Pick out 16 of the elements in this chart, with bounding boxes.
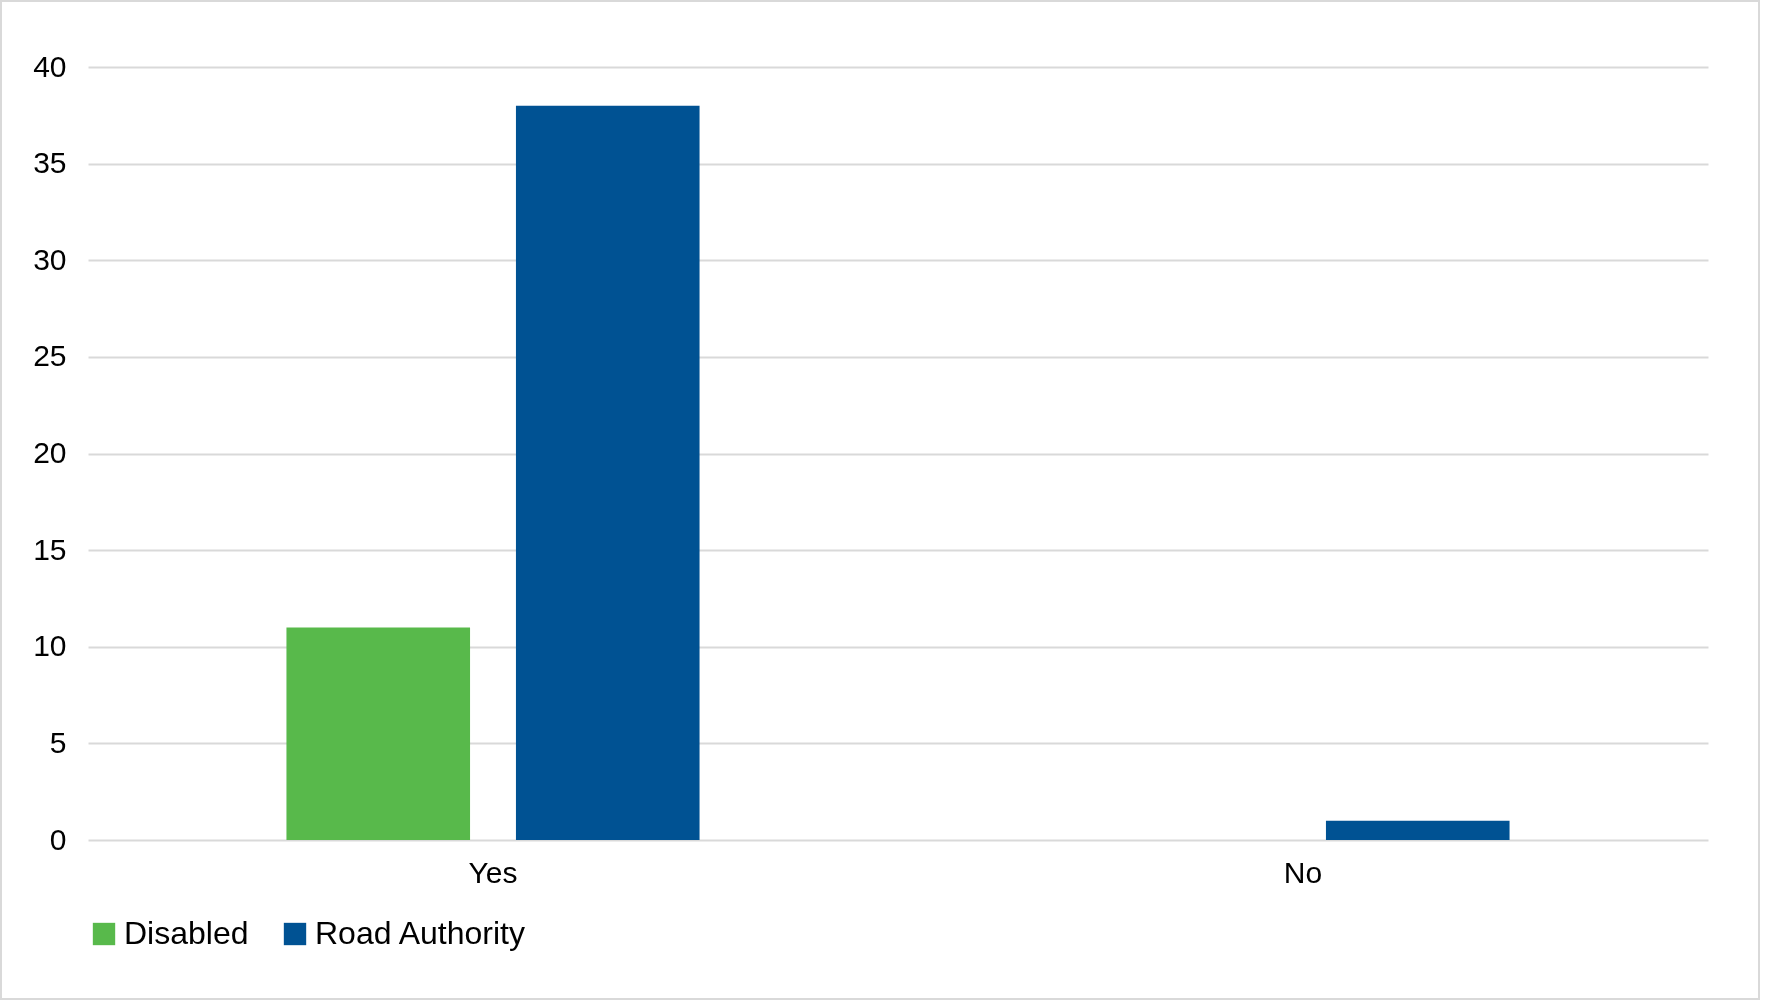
bar [1325,820,1510,840]
y-tick-label: 10 [33,629,67,663]
y-tick-label: 40 [33,49,67,83]
y-tick-label: 5 [49,725,67,759]
legend-label: Disabled [124,915,249,951]
bar [515,105,700,840]
y-tick-label: 20 [33,436,67,469]
x-tick-label: Yes [468,855,518,889]
y-tick-label: 15 [33,532,67,566]
y-tick-label: 35 [33,146,67,180]
y-tick-label: 25 [33,339,67,373]
x-tick-label: No [1283,855,1323,889]
y-tick-label: 30 [33,242,67,276]
y-tick-label: 0 [49,822,67,856]
bar [286,627,471,840]
legend-label: Road Authority [315,915,525,951]
